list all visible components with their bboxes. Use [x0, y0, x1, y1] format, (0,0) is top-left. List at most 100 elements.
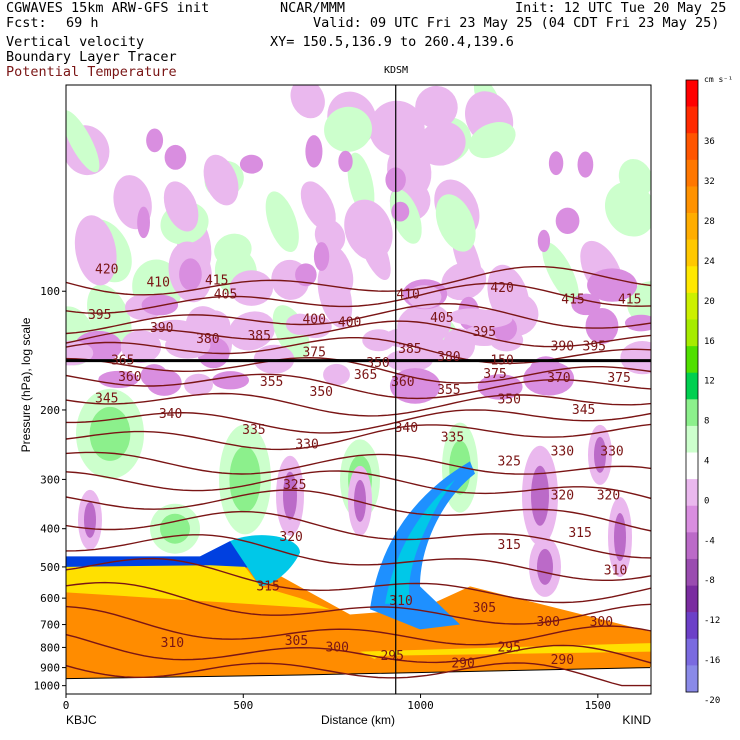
colorbar-swatch — [686, 133, 698, 161]
downdraft-core — [84, 501, 96, 538]
colorbar-label: -20 — [704, 696, 720, 706]
velocity-blob — [389, 368, 441, 404]
theta-label: 350 — [366, 356, 389, 371]
theta-contour — [66, 373, 651, 400]
velocity-blob — [344, 199, 393, 261]
theta-contour — [66, 605, 651, 646]
theta-contour — [66, 451, 651, 475]
theta-label: 340 — [159, 407, 182, 422]
theta-label: 410 — [396, 288, 419, 303]
velocity-blob — [435, 194, 476, 252]
velocity-blob — [74, 215, 117, 286]
theta-label: 305 — [473, 601, 496, 616]
colorbar-label: -16 — [704, 656, 720, 666]
theta-label: 405 — [214, 288, 237, 303]
field-potential-temperature: Potential Temperature — [6, 64, 177, 80]
theta-label: 330 — [551, 445, 574, 460]
colorbar-label: 36 — [704, 137, 715, 147]
velocity-blob — [417, 121, 466, 166]
velocity-blob — [587, 268, 638, 302]
colorbar-label: 8 — [704, 417, 709, 427]
terrain — [66, 665, 651, 694]
x-end-station: KIND — [622, 713, 651, 727]
colorbar-swatch — [686, 159, 698, 187]
field-vertical-velocity: Vertical velocity — [6, 34, 145, 50]
theta-label: 315 — [568, 526, 591, 541]
y-tick-label: 700 — [40, 619, 60, 632]
theta-label: 360 — [391, 375, 414, 390]
colorbar-label: 0 — [704, 496, 709, 506]
theta-contour — [66, 266, 651, 296]
y-axis-label: Pressure (hPa), log scale — [19, 317, 33, 452]
downdraft-core — [354, 479, 366, 522]
velocity-blob — [324, 106, 372, 152]
theta-label: 355 — [260, 375, 283, 390]
theta-label: 315 — [256, 579, 279, 594]
shaded-field — [66, 85, 651, 694]
velocity-blob — [369, 100, 425, 157]
velocity-core — [313, 242, 330, 271]
theta-label: 415 — [618, 293, 641, 308]
theta-label: 335 — [242, 423, 265, 438]
x-tick-label: 1500 — [585, 699, 612, 712]
downdraft-core — [594, 436, 606, 473]
velocity-blob — [265, 191, 299, 253]
colorbar-swatch — [686, 292, 698, 320]
theta-label: 305 — [285, 634, 308, 649]
velocity-core — [239, 154, 264, 174]
forecast-hour: 69 h — [66, 15, 99, 31]
theta-contour — [66, 356, 651, 384]
theta-label: 320 — [279, 530, 302, 545]
colorbar-swatch — [686, 638, 698, 666]
colorbar-swatch — [686, 665, 698, 693]
theta-contour — [66, 423, 651, 451]
field-boundary-layer-tracer: Boundary Layer Tracer — [6, 49, 177, 65]
theta-label: 330 — [600, 445, 623, 460]
theta-label: 300 — [325, 640, 348, 655]
y-tick-label: 900 — [40, 662, 60, 675]
theta-label: 375 — [302, 345, 325, 360]
colorbar-swatch — [686, 399, 698, 427]
velocity-core — [548, 151, 564, 176]
theta-label: 320 — [597, 489, 620, 504]
center-label: NCAR/MMM — [280, 0, 346, 16]
velocity-blob — [203, 154, 239, 206]
theta-label: 310 — [604, 563, 627, 578]
colorbar: 36 32 28 24 20 16 12 8 4 0 -4 -8 -12 -16 -20 — [685, 79, 720, 706]
velocity-blob — [66, 110, 100, 173]
theta-label: 345 — [95, 391, 118, 406]
velocity-core — [537, 229, 551, 253]
colorbar-label: 12 — [704, 377, 715, 387]
forecast-label: Fcst: — [6, 15, 47, 31]
theta-contour — [66, 633, 651, 664]
theta-label: 410 — [146, 275, 169, 290]
plot-frame — [65, 84, 652, 695]
y-tick-label: 200 — [40, 404, 60, 417]
theta-label: 350 — [310, 385, 333, 400]
theta-label: 325 — [283, 478, 306, 493]
colorbar-swatch — [686, 479, 698, 507]
theta-contour — [66, 489, 651, 532]
velocity-blob — [604, 181, 651, 237]
y-tick-label: 1000 — [34, 680, 61, 693]
theta-contour — [66, 470, 651, 500]
velocity-blob — [468, 122, 516, 159]
colorbar-swatch — [686, 319, 698, 347]
colorbar-swatch — [686, 346, 698, 373]
theta-label: 295 — [380, 649, 403, 664]
theta-contour — [66, 581, 651, 625]
velocity-core — [137, 206, 150, 239]
theta-label: 380 — [437, 350, 460, 365]
colorbar-swatch — [686, 80, 698, 107]
theta-label: 345 — [572, 403, 595, 418]
colorbar-swatch — [686, 372, 698, 400]
theta-label: 390 — [150, 321, 173, 336]
colorbar-label: 28 — [704, 217, 715, 227]
tracer-plume — [230, 535, 300, 587]
tracer-edge — [66, 565, 330, 610]
theta-label: 300 — [536, 615, 559, 630]
velocity-blob — [163, 181, 199, 232]
y-tick-label: 600 — [40, 592, 60, 605]
y-tick-label: 100 — [40, 285, 60, 298]
colorbar-label: -12 — [704, 616, 720, 626]
